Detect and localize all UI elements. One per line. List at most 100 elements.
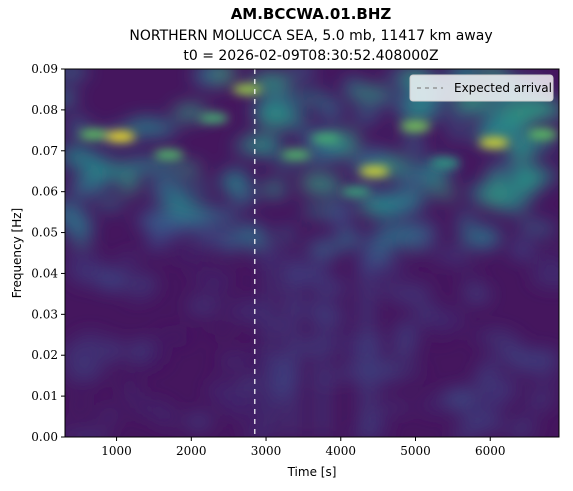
y-tick-label: 0.01 [31, 389, 58, 403]
heatmap-cell [456, 213, 476, 226]
heatmap-cell [446, 126, 470, 138]
heatmap-cell [69, 359, 105, 380]
y-tick-label: 0.07 [31, 144, 58, 158]
heatmap-cell [65, 89, 76, 108]
heatmap-cell [224, 355, 243, 368]
heatmap-cell [423, 310, 466, 330]
heatmap-hotspot [79, 129, 110, 140]
heatmap-cell [261, 94, 298, 110]
heatmap-cell [468, 185, 494, 200]
heatmap-cell [390, 354, 408, 372]
heatmap-cell [190, 271, 234, 288]
plot-frame [64, 68, 560, 438]
y-tick-label: 0.02 [31, 348, 58, 362]
heatmap-cell [478, 362, 500, 372]
y-tick-label: 0.04 [31, 266, 58, 280]
y-tick-label: 0.00 [31, 430, 58, 444]
heatmap-cell [155, 330, 193, 343]
heatmap-cell [186, 300, 218, 313]
heatmap-cell [389, 284, 433, 304]
heatmap-cell [131, 275, 156, 290]
y-tick-label: 0.05 [31, 226, 58, 240]
y-axis-label: Frequency [Hz] [10, 208, 24, 299]
heatmap-cell [192, 183, 209, 194]
heatmap-cell [95, 198, 125, 209]
heatmap-cell [337, 228, 357, 250]
heatmap-cell [511, 167, 551, 186]
heatmap-hotspot [280, 149, 311, 160]
heatmap-cell [276, 228, 296, 240]
heatmap-cell [66, 258, 111, 273]
heatmap-cell [511, 241, 534, 258]
heatmap-cell [140, 347, 167, 366]
heatmap-cell [263, 253, 276, 437]
heatmap-cell [65, 69, 88, 79]
heatmap-cell [527, 375, 559, 386]
heatmap-cell [348, 86, 390, 101]
heatmap-cell [207, 381, 238, 401]
heatmap-cell [487, 350, 527, 360]
heatmap-band-layer [65, 69, 559, 437]
heatmap-cell [330, 208, 351, 229]
heatmap-cell [194, 231, 231, 244]
heatmap-cell [425, 180, 447, 193]
x-tick-label: 2000 [176, 444, 207, 458]
heatmap-cell [517, 349, 559, 371]
heatmap-cell [220, 169, 250, 192]
heatmap-cell [319, 100, 343, 121]
heatmap-cell [172, 105, 208, 121]
heatmap-cell [223, 305, 257, 316]
heatmap-hotspot [198, 113, 229, 124]
heatmap-cell [397, 172, 433, 188]
heatmap-cell [274, 158, 298, 168]
heatmap-cell [209, 287, 226, 299]
heatmap-cell [307, 240, 342, 256]
heatmap-cell [380, 262, 407, 276]
heatmap-cell [72, 174, 111, 192]
heatmap-cell [373, 225, 416, 246]
heatmap-cell [73, 382, 93, 392]
heatmap-cell [470, 330, 490, 342]
heatmap-cell [373, 197, 398, 218]
x-tick-label: 6000 [475, 444, 506, 458]
heatmap-cell [150, 177, 180, 200]
heatmap-cell [408, 243, 428, 265]
heatmap-cell [517, 221, 540, 233]
heatmap-cell [174, 163, 202, 175]
heatmap-cell [65, 341, 102, 362]
heatmap-cell [502, 113, 529, 132]
heatmap-cell [136, 160, 181, 173]
heatmap-cell [394, 322, 419, 342]
heatmap-hotspot [105, 131, 136, 142]
heatmap-cell [238, 378, 261, 392]
heatmap-cell [74, 154, 111, 165]
heatmap-cell [157, 406, 176, 427]
heatmap-hotspot [153, 149, 184, 160]
heatmap-cell [464, 416, 505, 431]
heatmap-cell [232, 187, 255, 206]
heatmap-cell [140, 212, 182, 230]
heatmap-cell [271, 378, 289, 400]
heatmap-cell [125, 290, 150, 301]
heatmap-cell [352, 108, 381, 122]
heatmap-cell [73, 223, 90, 245]
heatmap-cell [120, 253, 137, 269]
heatmap-cell [479, 376, 519, 395]
plot-area [65, 69, 559, 437]
x-axis: 1000 2000 3000 4000 5000 6000 [101, 437, 506, 458]
heatmap-hotspot [310, 133, 341, 144]
heatmap-cell [184, 415, 213, 429]
y-tick-label: 0.08 [31, 103, 58, 117]
heatmap-cell [464, 288, 491, 302]
x-axis-label: Time [s] [287, 465, 337, 479]
heatmap-cell [234, 224, 265, 246]
heatmap-cell [429, 331, 453, 341]
heatmap-cell [290, 92, 331, 103]
heatmap-cell [247, 250, 266, 260]
heatmap-cell [472, 100, 504, 113]
heatmap-cell [95, 270, 130, 290]
heatmap-cell [403, 99, 439, 120]
heatmap-cell [535, 251, 559, 272]
heatmap-cell [132, 400, 167, 417]
heatmap-cell [240, 136, 276, 153]
